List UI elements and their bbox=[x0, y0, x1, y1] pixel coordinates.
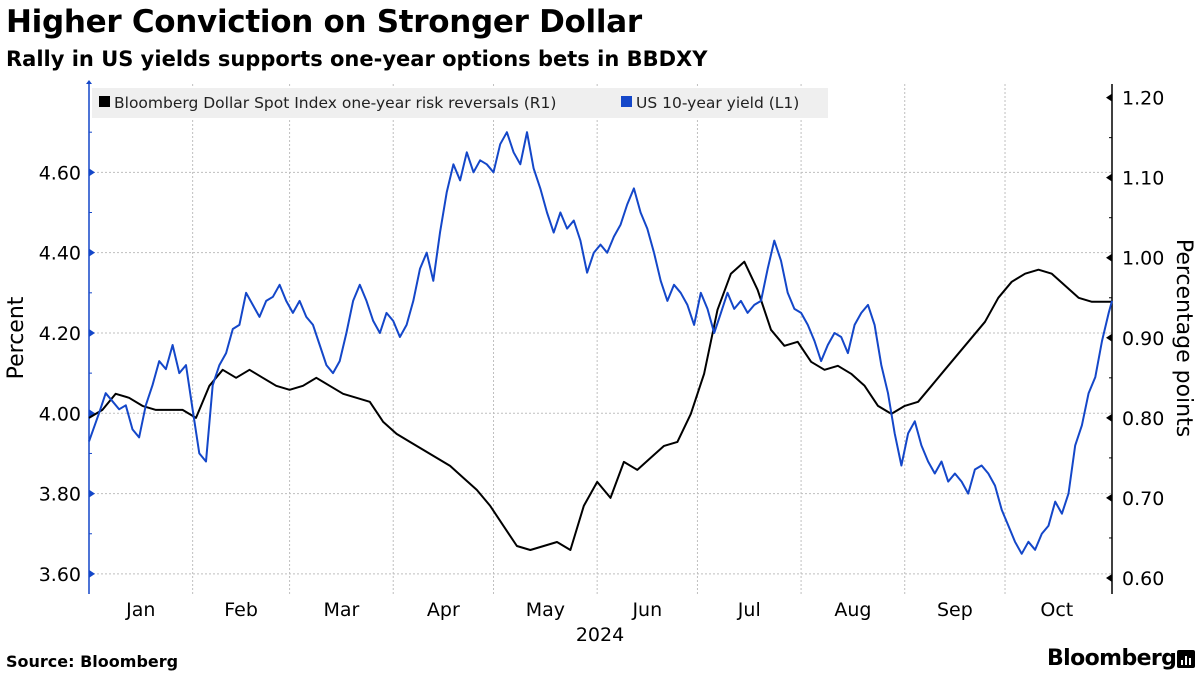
x-tick-label: Sep bbox=[937, 599, 973, 621]
y-right-tick-label: 0.90 bbox=[1122, 328, 1164, 350]
x-tick-label: Jul bbox=[737, 599, 761, 621]
y-right-tick-label: 1.00 bbox=[1122, 248, 1164, 270]
legend-swatch-yield bbox=[621, 96, 632, 107]
x-tick-label: Oct bbox=[1040, 599, 1073, 621]
y-left-tick-label: 4.60 bbox=[39, 162, 81, 184]
y-right-tick-marker bbox=[1106, 93, 1112, 102]
y-right-tick-label: 0.60 bbox=[1122, 568, 1164, 590]
y-right-tick-label: 0.80 bbox=[1122, 408, 1164, 430]
y-left-tick-marker bbox=[89, 489, 95, 498]
chart-title: Higher Conviction on Stronger Dollar bbox=[6, 4, 642, 40]
y-left-axis-cap bbox=[86, 80, 92, 84]
x-tick-label: Aug bbox=[834, 599, 871, 621]
series-lines bbox=[88, 131, 1113, 555]
y-right-tick-marker bbox=[1106, 333, 1112, 342]
y-right-tick-marker bbox=[1106, 573, 1112, 582]
y-left-tick-marker bbox=[89, 569, 95, 578]
bloomberg-bars-icon bbox=[1177, 650, 1195, 668]
y-left-tick-marker bbox=[89, 328, 95, 337]
y-left-tick-label: 3.60 bbox=[39, 564, 81, 586]
x-tick-label: Jan bbox=[125, 599, 155, 621]
y-right-tick-marker bbox=[1106, 413, 1112, 422]
y-left-axis-label: Percent bbox=[4, 296, 29, 379]
y-left-tick-marker bbox=[89, 409, 95, 418]
axes: Jan Feb Mar Apr May Jun Jul Aug Sep Oct 4.60 4.40 4.… bbox=[39, 80, 1164, 621]
x-tick-label: Jun bbox=[631, 599, 662, 621]
y-right-axis-label: Percentage points bbox=[1171, 239, 1196, 437]
y-right-tick-label: 0.70 bbox=[1122, 488, 1164, 510]
y-right-tick-marker bbox=[1106, 493, 1112, 502]
legend-swatch-rr bbox=[99, 96, 110, 107]
source-note: Source: Bloomberg bbox=[6, 652, 179, 671]
x-tick-label: Mar bbox=[323, 599, 359, 621]
legend-label-rr: Bloomberg Dollar Spot Index one-year ris… bbox=[114, 94, 556, 112]
x-tick-label: May bbox=[526, 599, 565, 621]
y-right-tick-label: 1.10 bbox=[1122, 168, 1164, 190]
brand-logo: Bloomberg bbox=[1047, 646, 1177, 671]
y-right-tick-label: 1.20 bbox=[1122, 88, 1164, 110]
grid-lines bbox=[89, 84, 1112, 594]
y-left-tick-label: 4.20 bbox=[39, 323, 81, 345]
series-line-risk-reversals bbox=[88, 260, 1112, 551]
x-tick-label: Apr bbox=[427, 599, 460, 621]
chart-subtitle: Rally in US yields supports one-year opt… bbox=[6, 47, 708, 71]
x-tick-label: Feb bbox=[224, 599, 258, 621]
y-right-tick-marker bbox=[1106, 253, 1112, 262]
y-left-tick-marker bbox=[89, 168, 95, 177]
y-left-tick-label: 4.00 bbox=[39, 403, 81, 425]
y-left-tick-marker bbox=[89, 248, 95, 257]
legend-label-yield: US 10-year yield (L1) bbox=[636, 94, 799, 112]
y-left-tick-label: 3.80 bbox=[39, 484, 81, 506]
y-right-tick-marker bbox=[1106, 173, 1112, 182]
legend: Bloomberg Dollar Spot Index one-year ris… bbox=[92, 88, 828, 118]
y-left-tick-label: 4.40 bbox=[39, 243, 81, 265]
legend-background bbox=[92, 88, 828, 118]
x-axis-year-label: 2024 bbox=[576, 624, 624, 646]
series-line-us-10y-yield bbox=[88, 131, 1113, 555]
